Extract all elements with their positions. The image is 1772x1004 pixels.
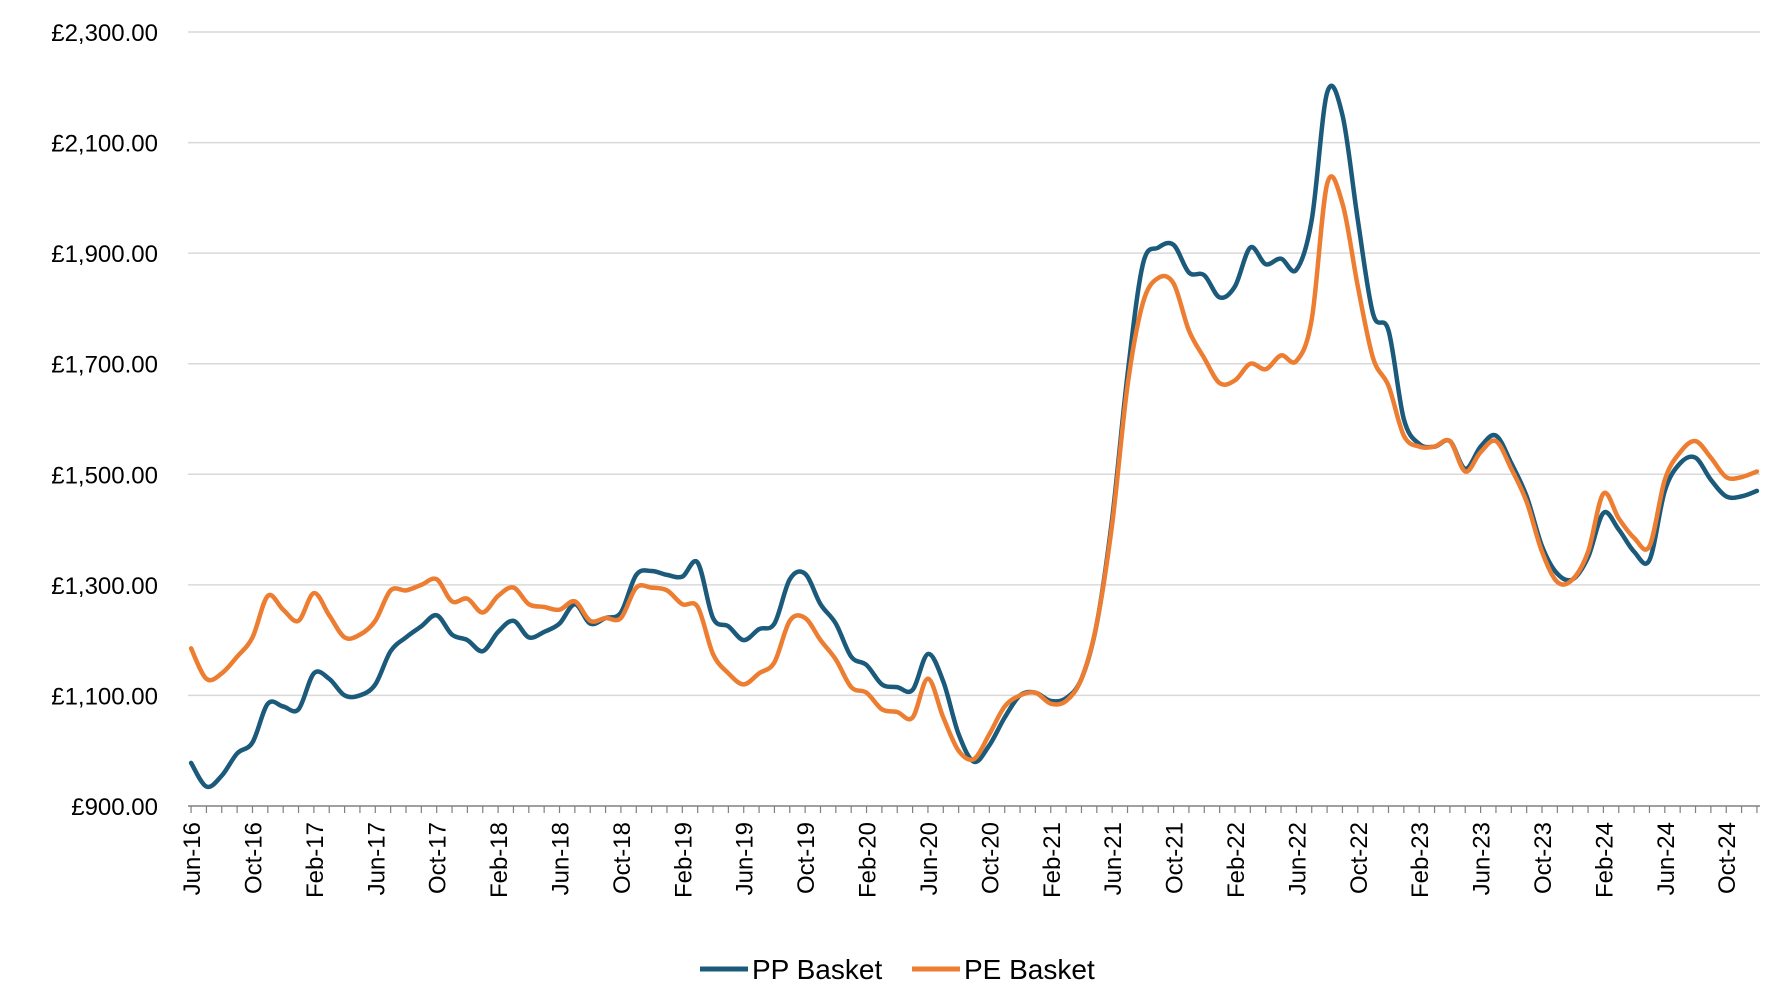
- x-tick-label: Jun-23: [1469, 822, 1496, 895]
- y-tick-label: £1,500.00: [51, 462, 158, 489]
- series-line-pe-basket: [188, 174, 1760, 763]
- x-tick-label: Oct-18: [609, 822, 636, 894]
- x-tick-label: Oct-19: [793, 822, 820, 894]
- x-tick-label: Jun-16: [179, 822, 206, 895]
- series-line-pp-basket: [188, 83, 1760, 790]
- x-tick-label: Jun-24: [1653, 822, 1680, 895]
- y-tick-label: £1,300.00: [51, 573, 158, 600]
- x-tick-label: Jun-21: [1100, 822, 1127, 895]
- y-tick-label: £1,900.00: [51, 241, 158, 268]
- x-tick-label: Jun-17: [363, 822, 390, 895]
- x-tick-label: Feb-22: [1223, 822, 1250, 898]
- x-tick-label: Jun-20: [916, 822, 943, 895]
- legend-label-pe-basket: PE Basket: [964, 954, 1095, 985]
- x-tick-label: Oct-24: [1714, 822, 1741, 894]
- y-tick-label: £900.00: [71, 794, 158, 821]
- x-tick-label: Jun-22: [1284, 822, 1311, 895]
- y-tick-label: £2,300.00: [51, 20, 158, 47]
- x-axis-tick-labels: Jun-16 Oct-16 Feb-17 Jun-17 Oct-17 Feb-18 Jun-…: [179, 822, 1741, 898]
- y-axis-tick-labels: £900.00 £1,100.00 £1,300.00 £1,500.00 £1,700…: [51, 20, 158, 821]
- x-tick-label: Feb-21: [1039, 822, 1066, 898]
- x-tick-label: Oct-23: [1530, 822, 1557, 894]
- x-tick-label: Oct-16: [240, 822, 267, 894]
- x-tick-label: Feb-19: [670, 822, 697, 898]
- series-lines: [188, 83, 1760, 790]
- x-tick-label: Feb-18: [486, 822, 513, 898]
- x-tick-label: Feb-17: [302, 822, 329, 898]
- y-tick-label: £1,100.00: [51, 683, 158, 710]
- x-axis: [188, 805, 1760, 813]
- y-tick-label: £1,700.00: [51, 352, 158, 379]
- x-tick-label: Jun-19: [732, 822, 759, 895]
- gridlines: [188, 31, 1760, 697]
- x-tick-label: Oct-20: [977, 822, 1004, 894]
- x-tick-label: Oct-21: [1162, 822, 1189, 894]
- x-tick-label: Feb-24: [1591, 822, 1618, 898]
- y-tick-label: £2,100.00: [51, 131, 158, 158]
- legend: PP Basket PE Basket: [700, 954, 1095, 985]
- x-tick-label: Jun-18: [548, 822, 575, 895]
- legend-label-pp-basket: PP Basket: [752, 954, 882, 985]
- x-tick-label: Feb-23: [1407, 822, 1434, 898]
- x-tick-label: Oct-17: [425, 822, 452, 894]
- x-tick-label: Feb-20: [855, 822, 882, 898]
- x-tick-label: Oct-22: [1346, 822, 1373, 894]
